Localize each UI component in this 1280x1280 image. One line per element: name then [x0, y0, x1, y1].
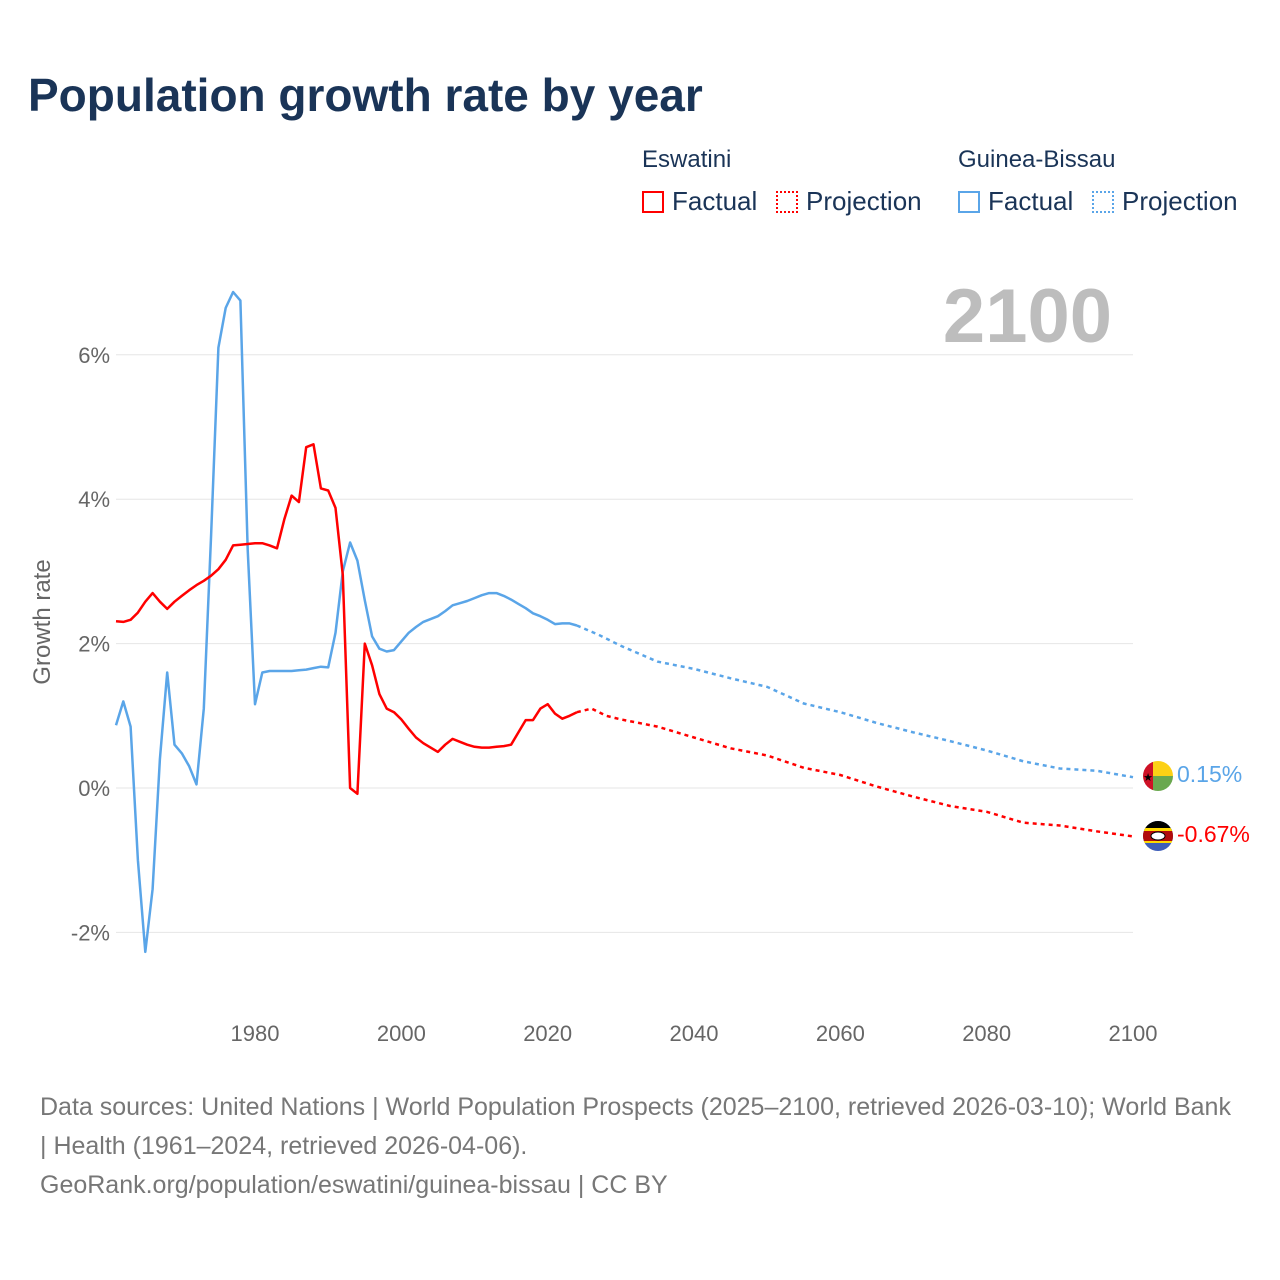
svg-text:★: ★ — [1143, 772, 1153, 784]
y-tick-label: -2% — [71, 920, 110, 945]
x-tick-label: 2100 — [1109, 1021, 1158, 1046]
guinea-bissau-flag-icon: ★ — [1143, 761, 1173, 791]
eswatini-end-label: -0.67% — [1177, 821, 1250, 847]
x-tick-label: 2020 — [523, 1021, 572, 1046]
y-axis-label: Growth rate — [29, 559, 56, 684]
x-tick-label: 1980 — [231, 1021, 280, 1046]
legend-eswatini-factual[interactable]: Factual — [642, 186, 757, 217]
guinea-bissau-factual-line — [114, 290, 578, 954]
legend-label: Projection — [1122, 186, 1238, 216]
guinea-bissau-projection-line — [576, 624, 1134, 779]
legend-eswatini-projection[interactable]: Projection — [776, 186, 922, 217]
legend-label: Factual — [672, 186, 758, 216]
legend-group-guinea-bissau: Guinea-Bissau — [958, 146, 1116, 173]
legend-swatch — [1092, 190, 1114, 213]
guinea-bissau-end-label: 0.15% — [1177, 761, 1242, 787]
legend-guinea-bissau-projection[interactable]: Projection — [1092, 186, 1238, 217]
footer: Data sources: United Nations | World Pop… — [40, 1088, 1240, 1205]
x-tick-label: 2000 — [377, 1021, 426, 1046]
legend-swatch — [776, 190, 798, 213]
year-label: 2100 — [943, 274, 1112, 359]
eswatini-factual-line — [115, 443, 578, 796]
data-sources: Data sources: United Nations | World Pop… — [40, 1093, 1231, 1160]
legend-label: Projection — [806, 186, 922, 216]
legend-guinea-bissau-factual[interactable]: Factual — [958, 186, 1073, 217]
legend-swatch — [958, 190, 980, 213]
legend-swatch — [642, 190, 664, 213]
chart-title: Population growth rate by year — [28, 69, 703, 121]
y-tick-label: 2% — [78, 632, 110, 657]
source-link[interactable]: GeoRank.org/population/eswatini/guinea-b… — [40, 1171, 668, 1199]
y-tick-label: 4% — [78, 487, 110, 512]
legend-group-eswatini: Eswatini — [642, 146, 732, 173]
y-tick-label: 0% — [78, 776, 110, 801]
y-tick-label: 6% — [78, 343, 110, 368]
eswatini-projection-line — [576, 707, 1134, 838]
x-tick-label: 2060 — [816, 1021, 865, 1046]
x-tick-label: 2080 — [962, 1021, 1011, 1046]
eswatini-flag-icon — [1143, 821, 1173, 851]
legend-label: Factual — [988, 186, 1074, 216]
x-tick-label: 2040 — [670, 1021, 719, 1046]
